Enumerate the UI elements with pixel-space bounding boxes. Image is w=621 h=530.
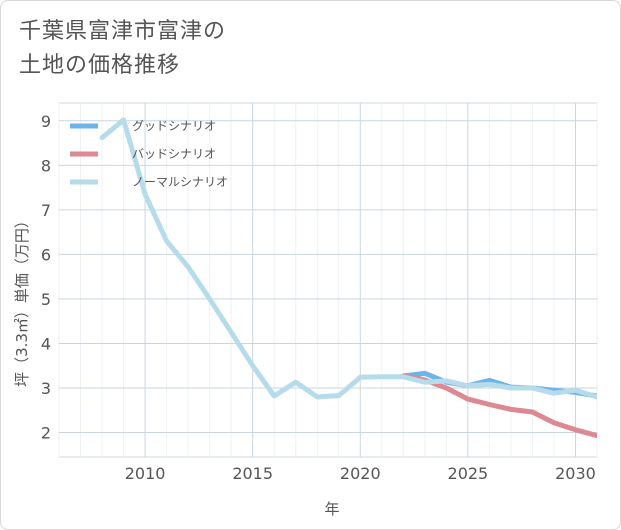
legend-label: ノーマルシナリオ	[132, 175, 228, 189]
y-tick-label: 5	[41, 290, 51, 309]
y-tick-label: 3	[41, 379, 51, 398]
x-axis-label: 年	[324, 500, 339, 518]
title-line-2: 土地の価格推移	[19, 53, 181, 78]
legend-bad: バッドシナリオ	[70, 147, 216, 161]
chart-title: 千葉県富津市富津の 土地の価格推移	[19, 15, 226, 83]
y-tick-label: 2	[41, 424, 51, 443]
y-tick-label: 7	[41, 201, 51, 220]
legend-label: グッドシナリオ	[132, 119, 216, 133]
x-tick-label: 2025	[448, 464, 489, 483]
legend-label: バッドシナリオ	[132, 147, 216, 161]
y-tick-label: 6	[41, 245, 51, 264]
normal-scenario-line	[99, 117, 597, 400]
y-tick-label: 8	[41, 156, 51, 175]
y-axis-label: 坪（3.3㎡）単価（万円）	[13, 213, 31, 387]
grid	[58, 103, 598, 457]
y-tick-label: 4	[41, 334, 51, 353]
legend-normal: ノーマルシナリオ	[70, 175, 228, 189]
legend-good: グッドシナリオ	[70, 119, 216, 133]
x-tick-label: 2030	[555, 464, 596, 483]
title-line-1: 千葉県富津市富津の	[19, 19, 227, 44]
x-tick-label: 2010	[125, 464, 166, 483]
tick-labels: 2010 2015 2020 2025 2030 2 3 4 5 6 7 8 9	[41, 112, 596, 483]
series-lines	[99, 117, 597, 439]
y-tick-label: 9	[41, 112, 51, 131]
x-tick-label: 2020	[340, 464, 381, 483]
x-tick-label: 2015	[232, 464, 273, 483]
